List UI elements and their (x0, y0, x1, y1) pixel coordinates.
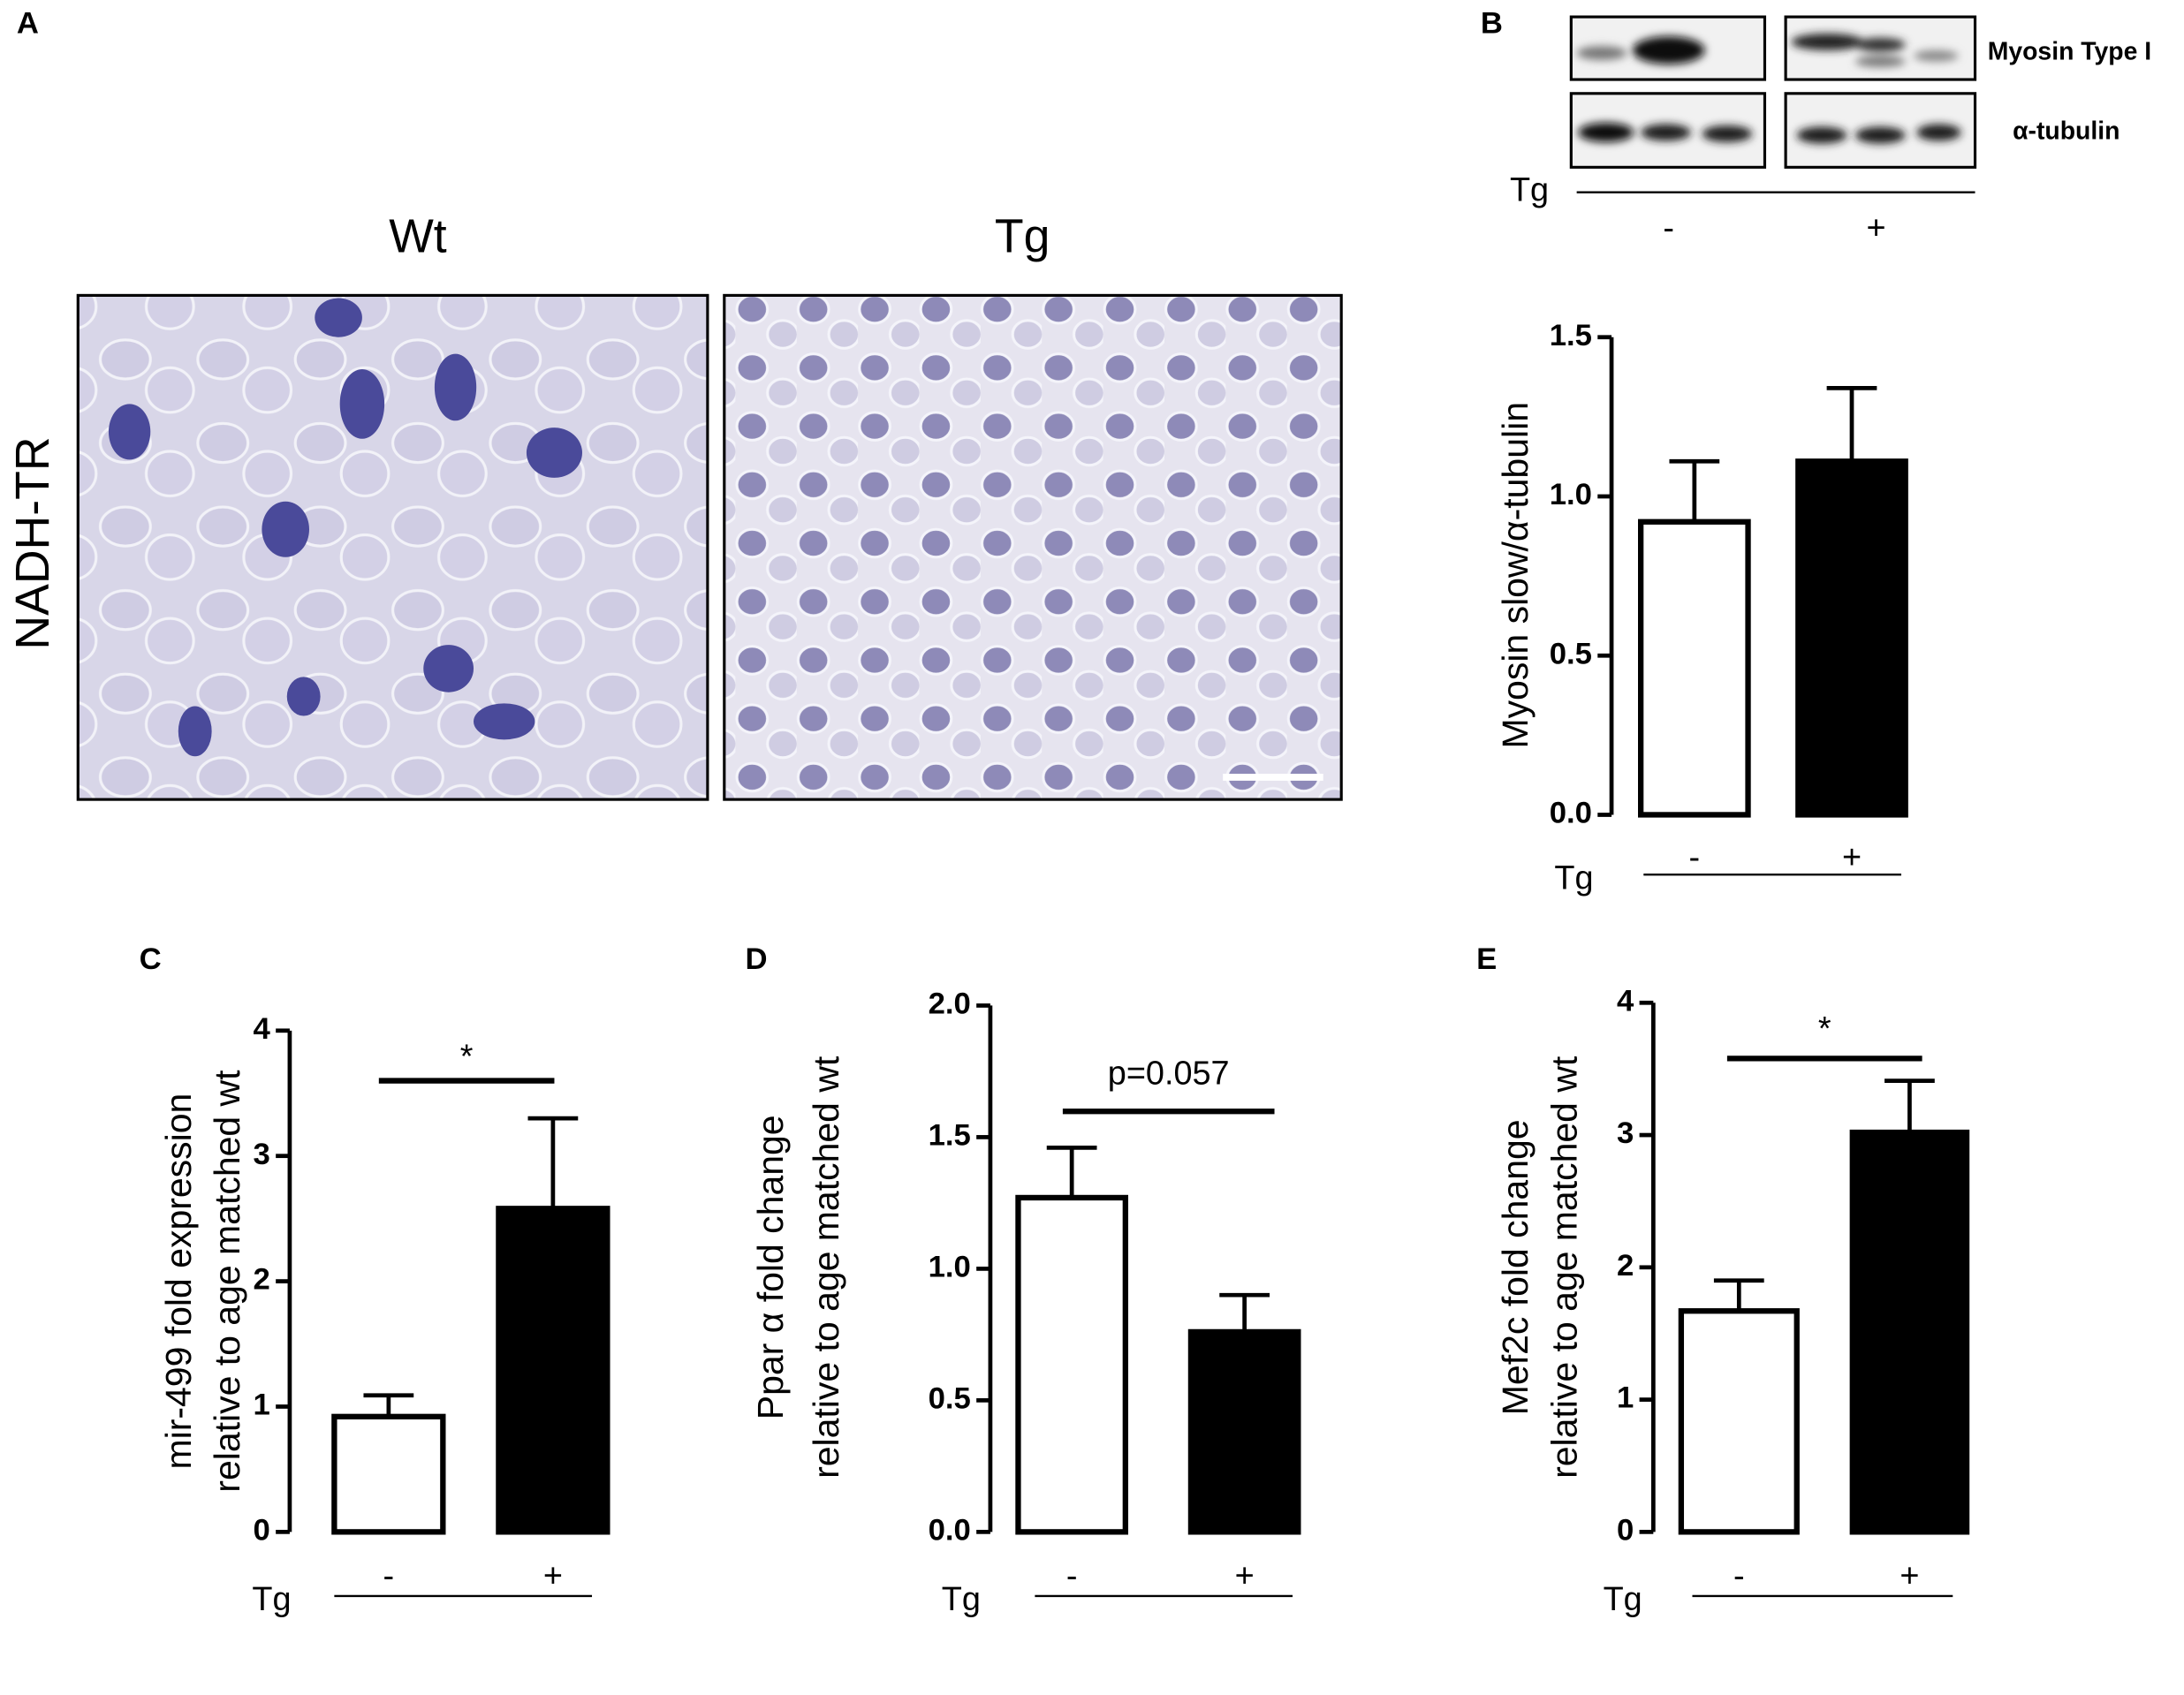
y-axis-label: Ppar α fold change (750, 1115, 791, 1419)
significance-label: * (460, 1038, 474, 1075)
column-label: Tg (995, 210, 1050, 263)
significance-label: p=0.057 (1108, 1055, 1230, 1092)
bar (1187, 1328, 1301, 1535)
y-tick-label: 1.5 (1550, 319, 1592, 352)
significance-label: * (1818, 1010, 1831, 1048)
x-axis-label: Tg (1604, 1581, 1642, 1618)
y-tick-label: 2.0 (929, 987, 971, 1021)
bar (1849, 1129, 1970, 1535)
y-axis-label: relative to age matched wt (207, 1070, 247, 1493)
bar (1678, 1308, 1800, 1535)
blot (1569, 15, 1977, 169)
y-tick-label: 3 (1617, 1116, 1634, 1150)
y-tick-label: 1 (254, 1389, 270, 1422)
stained-fibers (108, 298, 582, 757)
y-tick-label: 1 (1617, 1381, 1634, 1415)
y-tick-label: 2 (254, 1263, 270, 1297)
group-value: - (1663, 209, 1674, 246)
column-label: Wt (389, 210, 447, 263)
y-tick-label: 0 (254, 1514, 270, 1547)
panel-label: D (745, 942, 767, 976)
x-tick-label: - (1733, 1557, 1745, 1594)
group-label: Tg (1510, 172, 1549, 209)
bar-chart: 0.0 0.5 1.0 1.5 2.0 - + Tg Ppar α fold change rel… (750, 987, 1301, 1618)
bar (1795, 458, 1908, 818)
panel-label: E (1476, 942, 1497, 976)
band-label: α-tubulin (2013, 117, 2120, 145)
x-tick-label: - (383, 1557, 395, 1594)
band-label: Myosin Type I (1988, 38, 2151, 66)
row-label: NADH-TR (6, 436, 59, 649)
bar-chart: 0 1 2 3 4 - + Tg mir-499 fold expression relative… (158, 1012, 610, 1618)
y-tick-label: 1.0 (1550, 478, 1592, 511)
micrograph (723, 293, 1343, 801)
y-axis-label: relative to age matched wt (1543, 1056, 1584, 1479)
x-axis-label: Tg (942, 1581, 981, 1618)
y-tick-label: 0.5 (929, 1382, 971, 1416)
y-tick-label: 4 (254, 1012, 271, 1046)
x-tick-label: - (1689, 839, 1701, 876)
bar-chart: 0.0 0.5 1.0 1.5 - + Tg Myosin slow/α-tubulin (1495, 319, 1908, 897)
x-axis-label: Tg (252, 1581, 291, 1618)
group-value: + (1867, 209, 1886, 246)
micrograph (76, 293, 709, 801)
bar (1015, 1194, 1128, 1535)
y-tick-label: 2 (1617, 1249, 1634, 1283)
y-axis-label: Mef2c fold change (1495, 1119, 1536, 1415)
x-tick-label: + (1842, 839, 1862, 876)
bar-chart: 0 1 2 3 4 - + Tg Mef2c fold change relative to ag… (1495, 984, 1970, 1618)
y-axis-label: relative to age matched wt (806, 1056, 846, 1479)
x-tick-label: + (1235, 1557, 1255, 1594)
y-tick-label: 1.5 (929, 1119, 971, 1153)
panel-label: B (1481, 7, 1503, 41)
y-tick-label: 0 (1617, 1514, 1634, 1547)
bar (331, 1413, 446, 1535)
bar (1638, 518, 1751, 818)
x-tick-label: + (1900, 1557, 1919, 1594)
x-tick-label: + (543, 1557, 563, 1594)
y-axis-label: mir-499 fold expression (158, 1093, 199, 1470)
y-tick-label: 0.5 (1550, 637, 1592, 670)
panel-label: C (140, 942, 162, 976)
x-tick-label: - (1066, 1557, 1078, 1594)
bar (496, 1206, 610, 1535)
y-tick-label: 4 (1617, 984, 1634, 1018)
y-axis-label: Myosin slow/α-tubulin (1495, 402, 1536, 749)
y-tick-label: 1.0 (929, 1251, 971, 1284)
y-tick-label: 0.0 (1550, 797, 1592, 830)
y-tick-label: 0.0 (929, 1514, 971, 1547)
y-tick-label: 3 (254, 1138, 270, 1171)
panel-label: A (17, 7, 39, 41)
x-axis-label: Tg (1554, 860, 1593, 897)
